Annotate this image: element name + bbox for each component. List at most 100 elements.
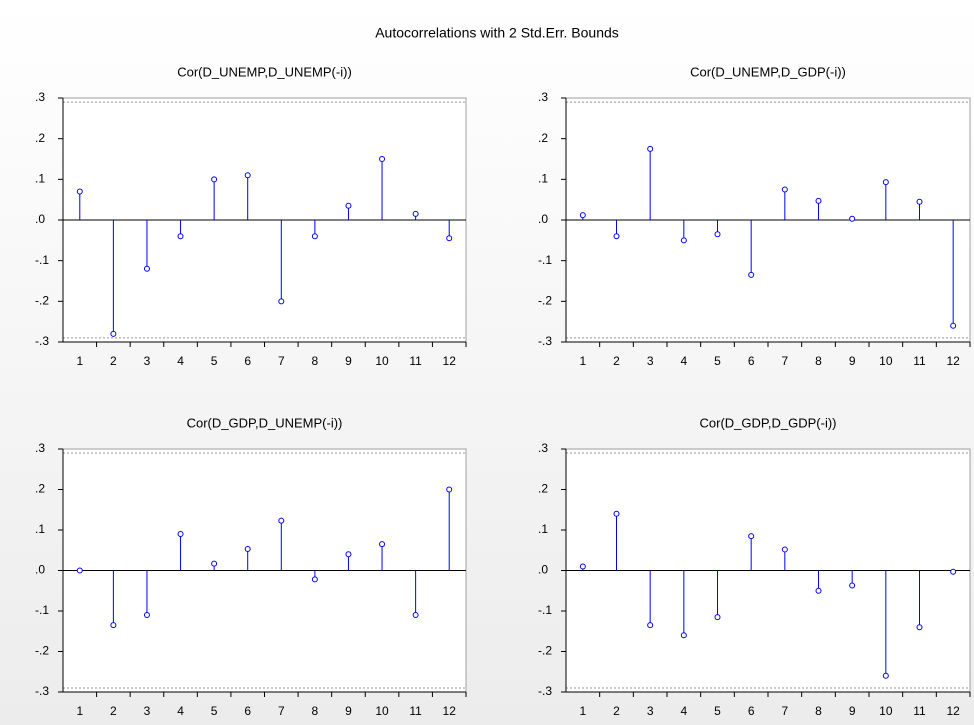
- stem-marker: [311, 576, 318, 583]
- y-tick-label: .1: [35, 172, 45, 186]
- x-tick-label: 6: [244, 704, 251, 718]
- x-tick-label: 11: [409, 354, 422, 368]
- stem-marker: [916, 624, 923, 631]
- stem-marker: [680, 632, 687, 639]
- x-tick-label: 8: [312, 354, 319, 368]
- stem-marker: [781, 186, 788, 193]
- stem-marker: [613, 510, 620, 517]
- x-tick-label: 10: [879, 704, 893, 718]
- stem-marker: [278, 298, 285, 305]
- stem-marker: [882, 672, 889, 679]
- chart-title: Cor(D_UNEMP,D_UNEMP(-i)): [177, 64, 352, 79]
- stem-marker: [412, 210, 419, 217]
- stem-marker: [311, 233, 318, 240]
- x-tick-label: 8: [312, 704, 319, 718]
- main-title: Autocorrelations with 2 Std.Err. Bounds: [375, 25, 619, 41]
- x-tick-label: 7: [781, 354, 788, 368]
- x-tick-label: 2: [110, 704, 117, 718]
- x-tick-label: 2: [613, 704, 620, 718]
- stem-marker: [110, 330, 117, 337]
- x-tick-label: 9: [345, 704, 352, 718]
- chart-title: Cor(D_GDP,D_GDP(-i)): [700, 415, 837, 430]
- x-tick-label: 7: [278, 704, 285, 718]
- x-tick-label: 3: [144, 354, 151, 368]
- x-tick-label: 4: [680, 354, 687, 368]
- x-tick-label: 4: [680, 704, 687, 718]
- y-tick-label: -.2: [538, 294, 552, 308]
- x-tick-label: 3: [144, 704, 151, 718]
- stem-marker: [748, 533, 755, 540]
- x-tick-label: 4: [177, 704, 184, 718]
- x-tick-label: 9: [849, 704, 856, 718]
- y-tick-label: .2: [35, 482, 45, 496]
- chart-title: Cor(D_GDP,D_UNEMP(-i)): [187, 415, 343, 430]
- stem-marker: [211, 176, 218, 183]
- stem-marker: [882, 179, 889, 186]
- stem-marker: [76, 188, 83, 195]
- x-tick-label: 6: [748, 354, 755, 368]
- y-tick-label: -.1: [35, 253, 49, 267]
- stem-marker: [916, 198, 923, 205]
- y-tick-label: -.2: [538, 644, 552, 658]
- x-tick-label: 5: [211, 704, 218, 718]
- x-tick-label: 7: [781, 704, 788, 718]
- stem-marker: [950, 568, 957, 575]
- stem-marker: [244, 546, 251, 553]
- y-tick-label: .1: [35, 522, 45, 536]
- x-tick-label: 10: [375, 354, 389, 368]
- x-tick-label: 7: [278, 354, 285, 368]
- x-tick-label: 12: [946, 704, 960, 718]
- y-tick-label: -.3: [538, 684, 552, 698]
- x-tick-label: 1: [579, 704, 586, 718]
- stem-marker: [748, 271, 755, 278]
- y-tick-label: -.2: [35, 644, 49, 658]
- stem-marker: [446, 486, 453, 493]
- stem-marker: [412, 612, 419, 619]
- x-tick-label: 5: [714, 354, 721, 368]
- stem-marker: [815, 587, 822, 594]
- x-tick-label: 5: [211, 354, 218, 368]
- stem-marker: [647, 145, 654, 152]
- stem-marker: [579, 212, 586, 219]
- y-tick-label: -.1: [538, 253, 552, 267]
- x-tick-label: 12: [443, 704, 457, 718]
- x-tick-label: 11: [409, 704, 422, 718]
- x-tick-label: 8: [815, 354, 822, 368]
- stem-marker: [244, 172, 251, 179]
- stem-marker: [177, 233, 184, 240]
- y-tick-label: .1: [538, 522, 548, 536]
- x-tick-label: 4: [177, 354, 184, 368]
- stem-marker: [781, 546, 788, 553]
- y-tick-label: -.3: [35, 684, 49, 698]
- y-tick-label: .3: [538, 441, 548, 455]
- x-tick-label: 11: [913, 354, 926, 368]
- stem-marker: [950, 322, 957, 329]
- x-tick-label: 5: [714, 704, 721, 718]
- x-tick-label: 12: [946, 354, 960, 368]
- stem-marker: [211, 560, 218, 567]
- y-tick-label: .2: [35, 131, 45, 145]
- y-tick-label: -.3: [35, 334, 49, 348]
- x-tick-label: 10: [375, 704, 389, 718]
- y-tick-label: .3: [538, 90, 548, 104]
- x-tick-label: 1: [76, 354, 83, 368]
- x-tick-label: 12: [443, 354, 457, 368]
- stem-marker: [714, 614, 721, 621]
- y-tick-label: -.1: [35, 603, 49, 617]
- stem-marker: [345, 202, 352, 209]
- stem-marker: [76, 567, 83, 574]
- stem-marker: [446, 235, 453, 242]
- y-tick-label: .2: [538, 131, 548, 145]
- stem-marker: [714, 231, 721, 238]
- stem-marker: [143, 612, 150, 619]
- y-tick-label: .0: [35, 563, 45, 577]
- y-tick-label: -.1: [538, 603, 552, 617]
- x-tick-label: 3: [647, 704, 654, 718]
- x-tick-label: 9: [345, 354, 352, 368]
- x-tick-label: 9: [849, 354, 856, 368]
- stem-marker: [579, 563, 586, 570]
- x-tick-label: 11: [913, 704, 926, 718]
- stem-marker: [110, 622, 117, 629]
- stem-marker: [143, 265, 150, 272]
